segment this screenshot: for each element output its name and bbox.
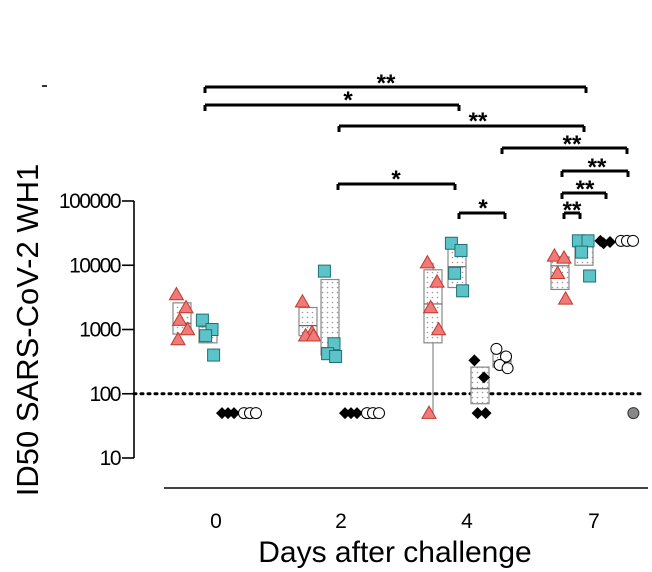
significance-bracket: *: [203, 87, 461, 114]
square-marker: [583, 269, 597, 283]
group-0-circle_open: [238, 407, 262, 420]
open-circle-marker: [627, 234, 639, 247]
square-marker: [199, 329, 213, 343]
significance-bracket: *: [457, 195, 507, 222]
significance-label: **: [563, 197, 582, 224]
group-4-square: [444, 236, 470, 298]
square-marker: [575, 245, 589, 259]
triangle-marker: [430, 321, 447, 336]
x-tick-label: 2: [335, 510, 347, 533]
group-7-circle_open: [615, 234, 639, 247]
x-tick-label: 4: [461, 510, 473, 533]
axes: 10 100 1000 10000 100000 0 2 4 7: [42, 85, 648, 533]
y-tick-label: 100: [89, 383, 120, 406]
triangle-marker: [429, 273, 445, 288]
x-axis-label: Days after challenge: [258, 536, 532, 569]
y-axis-label: ID50 SARS-CoV-2 WH1: [10, 164, 45, 497]
diamond-marker: [351, 407, 363, 420]
triangle-marker: [422, 299, 439, 314]
diamond-marker: [479, 407, 492, 420]
diamond-marker: [597, 237, 610, 250]
y-tick-label: 1000: [79, 319, 121, 342]
y-tick-label: 10000: [69, 254, 121, 277]
significance-label: *: [478, 195, 488, 222]
square-marker: [207, 348, 221, 362]
square-marker: [329, 349, 343, 363]
significance-label: *: [343, 87, 353, 114]
triangle-marker: [556, 249, 572, 264]
triangle-marker: [294, 293, 311, 308]
triangle-marker: [171, 312, 188, 326]
x-tick-label: 7: [588, 510, 600, 533]
square-marker: [581, 234, 595, 248]
square-marker: [448, 266, 462, 280]
open-circle-marker: [250, 407, 262, 420]
significance-label: **: [588, 154, 607, 181]
significance-bracket: *: [336, 166, 457, 193]
significance-bracket: **: [500, 131, 629, 158]
significance-bracket: **: [562, 197, 582, 224]
triangle-marker: [179, 321, 196, 336]
triangle-marker: [549, 265, 566, 280]
group-7-triangle: [546, 247, 574, 305]
significance-label: *: [391, 166, 401, 193]
square-marker: [454, 243, 468, 257]
group-4-triangle: [419, 254, 447, 419]
group-0-square: [195, 313, 221, 362]
y-tick-label: 10: [100, 447, 121, 470]
group-7-square: [571, 234, 597, 283]
triangle-marker: [557, 290, 574, 305]
significance-label: **: [469, 108, 488, 135]
group-7-diamond: [594, 234, 616, 250]
y-tick-label: 100000: [59, 190, 121, 213]
square-marker: [444, 236, 458, 250]
square-marker: [317, 264, 331, 278]
square-marker: [195, 313, 209, 327]
group-4-circle_open: [490, 342, 514, 375]
triangle-marker: [305, 327, 322, 342]
x-tick-label: 0: [210, 510, 222, 533]
group-2-circle_open: [361, 407, 385, 420]
triangle-marker: [178, 299, 194, 314]
significance-bracket: **: [337, 108, 586, 135]
significance-brackets: ************* **: [203, 70, 630, 224]
significance-bracket: **: [560, 176, 608, 203]
diamond-marker: [228, 407, 240, 420]
significance-label: **: [377, 70, 396, 97]
group-7-circle_gray: [627, 407, 640, 420]
open-circle-marker: [373, 407, 385, 420]
group-2-diamond: [339, 407, 363, 420]
open-circle-marker: [500, 350, 512, 363]
triangle-marker: [421, 405, 437, 419]
data-markers: [168, 234, 640, 420]
triangle-marker: [168, 286, 185, 301]
diamond-marker: [478, 371, 490, 384]
triangle-marker: [419, 254, 436, 269]
group-4-diamond: [468, 354, 492, 420]
group-0-triangle: [168, 286, 196, 346]
significance-label: **: [563, 131, 582, 158]
significance-label: **: [576, 176, 595, 203]
box-iqr: [470, 366, 490, 405]
triangle-marker: [546, 247, 563, 262]
group-2-square: [317, 264, 343, 363]
group-2-triangle: [294, 293, 322, 342]
significance-bracket: **: [560, 154, 630, 181]
significance-bracket: **: [203, 70, 588, 97]
diamond-marker: [468, 354, 481, 367]
triangle-marker: [170, 331, 186, 346]
open-circle-marker: [490, 342, 503, 355]
open-circle-marker: [501, 362, 514, 375]
square-marker: [456, 284, 470, 298]
group-0-diamond: [216, 407, 240, 420]
diamond-marker: [471, 407, 484, 420]
gray-circle-marker: [627, 407, 640, 420]
